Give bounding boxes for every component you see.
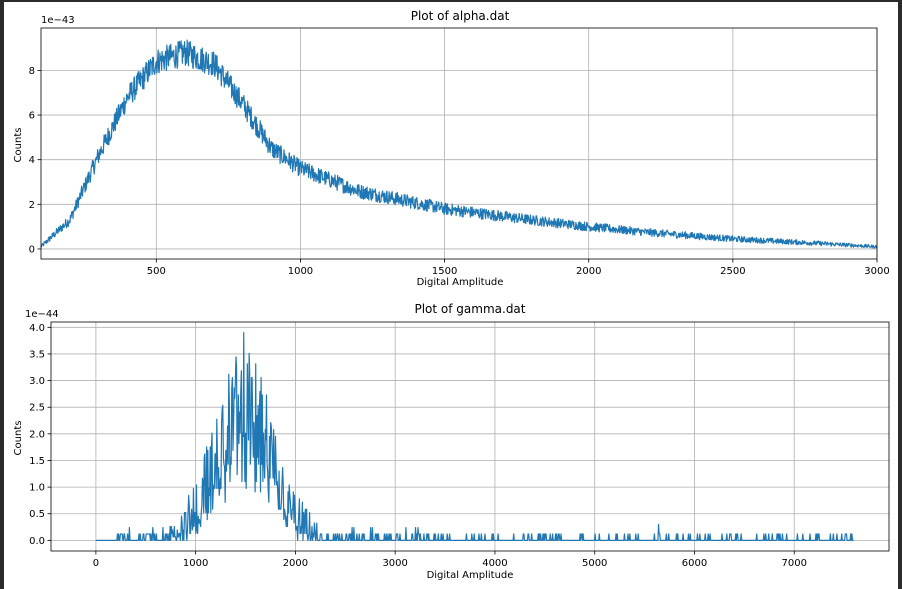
alpha-chart: Plot of alpha.dat 1e−43 500 1000 1500 2000 2… bbox=[13, 9, 890, 288]
figure-canvas: Plot of alpha.dat 1e−43 500 1000 1500 2000 2… bbox=[13, 9, 890, 581]
x-tick-label: 5000 bbox=[582, 558, 607, 569]
y-tick-label: 2 bbox=[29, 200, 35, 211]
y-tick-label: 6 bbox=[29, 111, 35, 122]
alpha-chart-xlabel: Digital Amplitude bbox=[417, 277, 504, 288]
gamma-chart-frame bbox=[50, 321, 890, 552]
alpha-chart-title: Plot of alpha.dat bbox=[411, 9, 510, 23]
y-tick-label: 0.0 bbox=[29, 536, 45, 547]
y-tick-label: 0 bbox=[29, 244, 35, 255]
x-tick-label: 1000 bbox=[288, 266, 313, 277]
gamma-series-line bbox=[95, 332, 854, 541]
y-tick-label: 4.0 bbox=[29, 323, 45, 334]
y-tick-label: 4 bbox=[29, 155, 35, 166]
alpha-chart-offset-label: 1e−43 bbox=[41, 15, 75, 26]
gamma-chart-grid bbox=[51, 322, 889, 551]
x-tick-label: 1500 bbox=[432, 266, 457, 277]
x-tick-label: 3000 bbox=[864, 266, 889, 277]
y-tick-label: 2.5 bbox=[29, 403, 45, 414]
gamma-chart-series bbox=[95, 332, 854, 541]
alpha-chart-frame bbox=[40, 27, 878, 260]
x-tick-label: 2500 bbox=[720, 266, 745, 277]
y-tick-label: 2.0 bbox=[29, 429, 45, 440]
gamma-chart-offset-label: 1e−44 bbox=[25, 309, 59, 320]
gamma-chart-title: Plot of gamma.dat bbox=[414, 302, 525, 316]
gamma-chart-ylabel: Counts bbox=[13, 421, 24, 456]
x-tick-label: 500 bbox=[147, 266, 166, 277]
x-tick-label: 7000 bbox=[781, 558, 806, 569]
gamma-chart-ticks: 0 1000 2000 3000 4000 5000 6000 7000 0.0 0.5 1.0 1.… bbox=[29, 323, 807, 569]
x-tick-label: 1000 bbox=[183, 558, 208, 569]
y-tick-label: 3.0 bbox=[29, 376, 45, 387]
y-tick-label: 3.5 bbox=[29, 349, 45, 360]
alpha-chart-series bbox=[40, 39, 878, 249]
alpha-chart-ylabel: Counts bbox=[13, 128, 24, 163]
y-tick-label: 0.5 bbox=[29, 509, 45, 520]
figure: Plot of alpha.dat 1e−43 500 1000 1500 2000 2… bbox=[4, 2, 898, 589]
gamma-chart: Plot of gamma.dat 1e−44 0 1000 2000 3000 400… bbox=[13, 302, 890, 581]
x-tick-label: 2000 bbox=[283, 558, 308, 569]
y-tick-label: 1.5 bbox=[29, 456, 45, 467]
y-tick-label: 1.0 bbox=[29, 483, 45, 494]
x-tick-label: 4000 bbox=[482, 558, 507, 569]
x-tick-label: 2000 bbox=[576, 266, 601, 277]
x-tick-label: 6000 bbox=[682, 558, 707, 569]
alpha-chart-ticks: 500 1000 1500 2000 2500 3000 0 2 4 6 8 bbox=[29, 66, 890, 277]
gamma-chart-xlabel: Digital Amplitude bbox=[427, 570, 514, 581]
x-tick-label: 0 bbox=[93, 558, 99, 569]
y-tick-label: 8 bbox=[29, 66, 35, 77]
alpha-series-line bbox=[40, 39, 878, 249]
x-tick-label: 3000 bbox=[382, 558, 407, 569]
